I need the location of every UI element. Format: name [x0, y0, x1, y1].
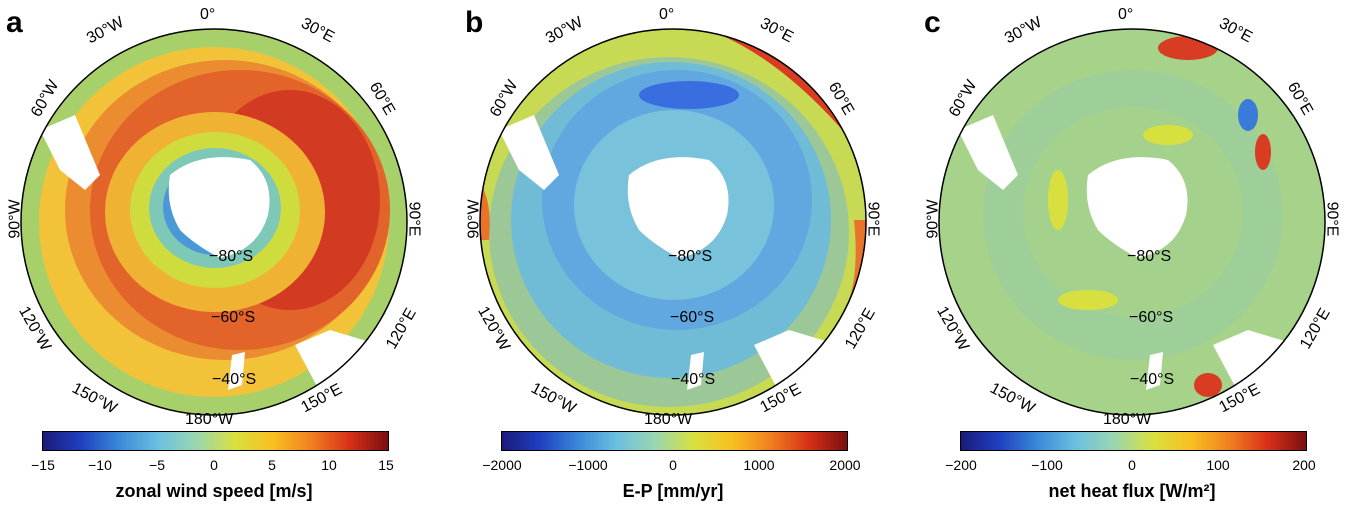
lon-label-0: 0°	[1118, 6, 1134, 23]
colorbar-tick: −100	[1031, 457, 1063, 473]
panel-letter: a	[6, 6, 23, 39]
colorbar-tick: 0	[669, 457, 677, 473]
colorbar-title: zonal wind speed [m/s]	[115, 481, 313, 501]
lat-label-60s: −60°S	[1129, 309, 1174, 326]
colorbar-tick: −5	[149, 457, 165, 473]
lat-label-80s: −80°S	[209, 248, 254, 265]
lon-label-90e: 90°E	[405, 201, 423, 237]
colorbar-tick: 0	[210, 457, 218, 473]
lon-label-180: 180°W	[185, 411, 234, 428]
lon-label-90e: 90°E	[1323, 201, 1341, 237]
lon-label-90w: 90°W	[6, 199, 24, 239]
colorbar-tick: −1000	[568, 457, 608, 473]
colorbar-tick: 15	[378, 457, 394, 473]
lat-label-80s: −80°S	[1127, 248, 1172, 265]
lon-label-0: 0°	[659, 6, 675, 23]
lon-label-90w: 90°W	[924, 199, 942, 239]
polar-map	[479, 28, 867, 416]
lat-label-60s: −60°S	[670, 309, 715, 326]
colorbar-tick: 2000	[829, 457, 861, 473]
colorbar-title: E-P [mm/yr]	[622, 481, 724, 501]
polar-map	[20, 28, 408, 416]
colorbar	[501, 431, 848, 451]
lat-label-60s: −60°S	[211, 309, 256, 326]
lon-label-180: 180°W	[1103, 411, 1152, 428]
lat-label-80s: −80°S	[668, 248, 713, 265]
panel-b: b 0° 30°W 30°E 60°W 60°E 90°W 90°E 120°W…	[459, 0, 910, 511]
colorbar-tick: −200	[945, 457, 977, 473]
panel-c: c 0° 30°W 30°E 60°W 60°E 90°W 90°E 120°W…	[918, 0, 1353, 511]
colorbar-tick: 0	[1128, 457, 1136, 473]
panel-letter: c	[924, 6, 941, 39]
colorbar-tick: −15	[31, 457, 55, 473]
colorbar-tick: 5	[268, 457, 276, 473]
colorbar-tick: 200	[1292, 457, 1316, 473]
polar-map	[938, 28, 1326, 416]
lon-label-180: 180°W	[644, 411, 693, 428]
panel-letter: b	[465, 6, 484, 39]
lon-label-90w: 90°W	[465, 199, 483, 239]
colorbar-tick: −2000	[482, 457, 522, 473]
colorbar	[960, 431, 1307, 451]
colorbar-tick: 10	[321, 457, 337, 473]
colorbar-tick: 1000	[743, 457, 775, 473]
lon-label-0: 0°	[200, 6, 216, 23]
panel-a: a 0° 30°W 30°E 60°W 60°E 90°W 90°E 120°W…	[0, 0, 451, 511]
colorbar	[42, 431, 389, 451]
colorbar-title: net heat flux [W/m²]	[1048, 481, 1216, 501]
lat-label-40s: −40°S	[1130, 371, 1175, 388]
colorbar-tick: 100	[1206, 457, 1230, 473]
lon-label-90e: 90°E	[864, 201, 882, 237]
colorbar-tick: −10	[88, 457, 112, 473]
lat-label-40s: −40°S	[671, 371, 716, 388]
lat-label-40s: −40°S	[212, 371, 257, 388]
